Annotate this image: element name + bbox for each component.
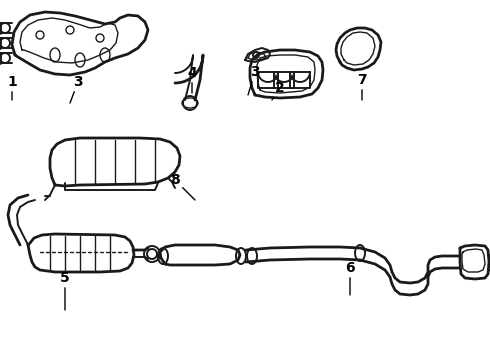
Text: 3: 3 [248, 65, 260, 95]
Text: 1: 1 [7, 75, 17, 100]
Text: 6: 6 [345, 261, 355, 295]
Text: 5: 5 [60, 271, 70, 310]
Text: 4: 4 [187, 66, 197, 93]
Text: 7: 7 [357, 73, 367, 100]
Text: 2: 2 [272, 81, 285, 100]
Text: 8: 8 [170, 173, 195, 200]
Text: 3: 3 [70, 75, 83, 103]
